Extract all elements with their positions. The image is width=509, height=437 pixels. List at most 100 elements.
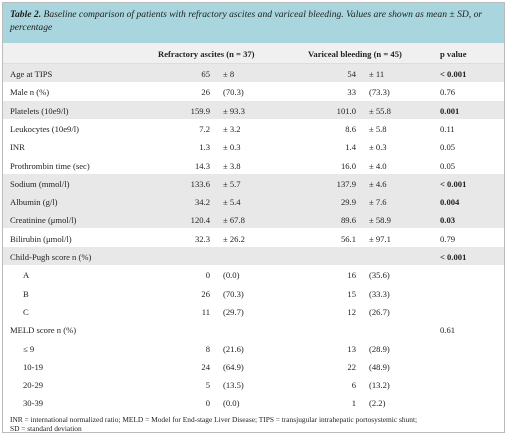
table-row: Platelets (10e9/l) 159.9 ± 93.3 101.0 ± 55.8… [3, 100, 504, 120]
cell-spread: (33.3) [369, 288, 390, 299]
cell-value: 1.3 [199, 142, 210, 153]
cell-value: 16.0 [340, 160, 356, 171]
cell-spread: ± 5.4 [223, 197, 241, 208]
table-panel: Table 2. Baseline comparison of patients… [2, 2, 505, 433]
table-row: ≤ 9 8 (21.6) 13 (28.9) [3, 339, 504, 358]
row-label: Sodium (mmol/l) [10, 178, 70, 189]
cell-spread: (21.6) [223, 343, 244, 354]
cell-spread: (70.3) [223, 87, 244, 98]
cell-spread: (73.3) [369, 87, 390, 98]
p-value: < 0.001 [440, 252, 467, 262]
cell-value: 24 [201, 361, 210, 372]
cell-spread: (29.7) [223, 306, 244, 317]
table-row: Leukocytes (10e9/l) 7.2 ± 3.2 8.6 ± 5.8 0.11 [3, 119, 504, 138]
p-value: 0.76 [440, 87, 456, 98]
p-value: 0.05 [440, 142, 456, 153]
row-label: Leukocytes (10e9/l) [10, 123, 79, 134]
footnote: INR = international normalized ratio; ME… [10, 415, 417, 433]
table-row: Sodium (mmol/l) 133.6 ± 5.7 137.9 ± 4.6 < 0.0… [3, 173, 504, 193]
table-row: Male n (%) 26 (70.3) 33 (73.3) 0.76 [3, 82, 504, 102]
cell-value: 101.0 [336, 105, 356, 116]
cell-value: 6 [351, 380, 356, 391]
row-label: C [23, 306, 29, 317]
row-label: ≤ 9 [23, 343, 35, 354]
table-row: C 11 (29.7) 12 (26.7) [3, 302, 504, 321]
column-title: Refractory ascites (n = 37) [158, 49, 255, 59]
cell-value: 133.6 [190, 178, 210, 189]
cell-value: 29.9 [340, 197, 356, 208]
cell-spread: (13.2) [369, 380, 390, 391]
cell-value: 89.6 [340, 215, 356, 226]
table-row: 20-29 5 (13.5) 6 (13.2) [3, 375, 504, 395]
footnote-line: SD = standard deviation [10, 424, 82, 433]
cell-spread: (35.6) [369, 270, 390, 281]
p-value: < 0.001 [440, 69, 467, 79]
p-value: 0.05 [440, 160, 456, 171]
cell-value: 65 [201, 69, 210, 79]
cell-spread: (64.9) [223, 361, 244, 372]
p-value: 0.004 [440, 197, 460, 208]
column-title: p value [440, 49, 467, 59]
cell-spread: (13.5) [223, 380, 244, 391]
column-header: Refractory ascites (n = 37) Variceal ble… [3, 43, 504, 64]
cell-spread: ± 3.2 [223, 123, 241, 134]
p-value: 0.61 [440, 325, 456, 336]
cell-value: 1.4 [345, 142, 356, 153]
row-label: 20-29 [23, 380, 44, 391]
cell-value: 0 [205, 270, 210, 281]
cell-value: 8 [205, 343, 210, 354]
row-label: Platelets (10e9/l) [10, 105, 69, 116]
cell-spread: (2.2) [369, 398, 386, 409]
cell-spread: ± 0.3 [369, 142, 387, 153]
p-value: 0.001 [440, 105, 460, 116]
cell-value: 26 [201, 288, 210, 299]
row-label: Child-Pugh score n (%) [10, 252, 92, 262]
cell-spread: ± 4.0 [369, 160, 387, 171]
row-label: Age at TIPS [10, 69, 53, 79]
cell-value: 54 [347, 69, 356, 79]
row-label: INR [10, 142, 25, 153]
p-value: 0.11 [440, 123, 455, 134]
title: Table 2. Baseline comparison of patients… [10, 8, 495, 34]
row-label: B [23, 288, 29, 299]
cell-spread: ± 8 [223, 69, 235, 79]
cell-value: 8.6 [345, 123, 356, 134]
cell-value: 120.4 [190, 215, 210, 226]
cell-spread: ± 11 [369, 69, 385, 79]
table-row: A 0 (0.0) 16 (35.6) [3, 265, 504, 285]
p-value: 0.79 [440, 233, 456, 244]
cell-value: 12 [347, 306, 356, 317]
row-label: Bilirubin (μmol/l) [10, 233, 72, 244]
table-row: Age at TIPS 65 ± 8 54 ± 11 < 0.001 [3, 64, 504, 83]
cell-value: 26 [201, 87, 210, 98]
cell-spread: (0.0) [223, 398, 240, 409]
cell-value: 33 [347, 87, 356, 98]
cell-value: 159.9 [190, 105, 210, 116]
cell-spread: (48.9) [369, 361, 390, 372]
title-bar: Table 2. Baseline comparison of patients… [3, 3, 504, 43]
cell-spread: ± 58.9 [369, 215, 391, 226]
cell-spread: ± 55.8 [369, 105, 391, 116]
cell-spread: ± 5.8 [369, 123, 387, 134]
title-text: Baseline comparison of patients with ref… [10, 9, 483, 33]
cell-spread: ± 0.3 [223, 142, 241, 153]
cell-value: 0 [205, 398, 210, 409]
row-label: 10-19 [23, 361, 44, 372]
table-row: Albumin (g/l) 34.2 ± 5.4 29.9 ± 7.6 0.004 [3, 192, 504, 212]
cell-value: 7.2 [199, 123, 210, 134]
cell-spread: (26.7) [369, 306, 390, 317]
table-row: Bilirubin (μmol/l) 32.3 ± 26.2 56.1 ± 97.1 0.… [3, 229, 504, 248]
cell-spread: (70.3) [223, 288, 244, 299]
cell-value: 15 [347, 288, 356, 299]
cell-value: 5 [205, 380, 210, 391]
cell-spread: (0.0) [223, 270, 240, 281]
cell-spread: ± 26.2 [223, 233, 245, 244]
cell-value: 34.2 [194, 197, 210, 208]
cell-spread: ± 93.3 [223, 105, 245, 116]
table-row: 10-19 24 (64.9) 22 (48.9) [3, 357, 504, 376]
cell-value: 1 [351, 398, 356, 409]
cell-value: 56.1 [340, 233, 356, 244]
table-row: INR 1.3 ± 0.3 1.4 ± 0.3 0.05 [3, 137, 504, 157]
row-label: Prothrombin time (sec) [10, 160, 90, 171]
table-row: 30-39 0 (0.0) 1 (2.2) [3, 393, 504, 413]
